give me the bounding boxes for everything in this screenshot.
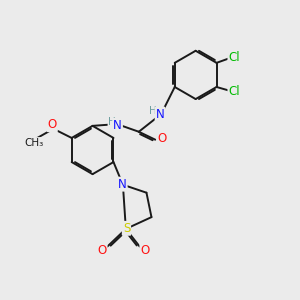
Text: N: N bbox=[118, 178, 127, 191]
Text: CH₃: CH₃ bbox=[25, 138, 44, 148]
Text: N: N bbox=[156, 108, 164, 121]
Text: O: O bbox=[140, 244, 150, 257]
Text: O: O bbox=[48, 118, 57, 131]
Text: S: S bbox=[123, 222, 130, 235]
Text: H: H bbox=[149, 106, 157, 116]
Text: Cl: Cl bbox=[228, 85, 240, 98]
Text: O: O bbox=[157, 132, 167, 145]
Text: N: N bbox=[113, 119, 122, 132]
Text: O: O bbox=[98, 244, 106, 257]
Text: Cl: Cl bbox=[228, 51, 240, 64]
Text: H: H bbox=[108, 117, 116, 127]
